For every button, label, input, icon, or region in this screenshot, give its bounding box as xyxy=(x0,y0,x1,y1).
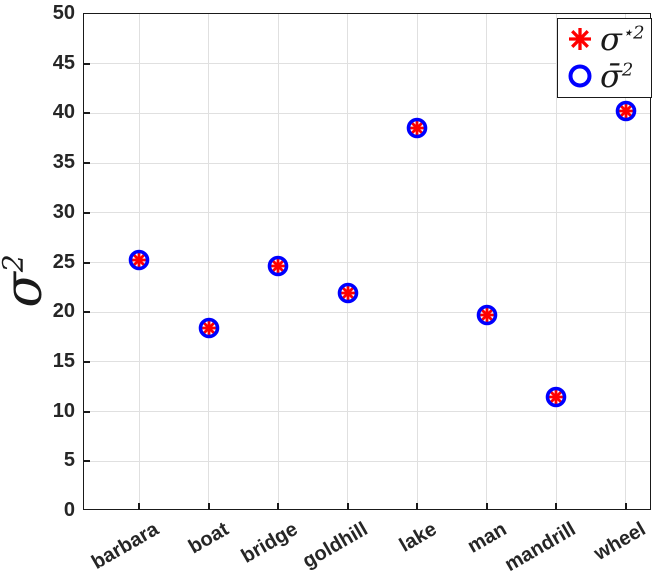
y-axis-label-superscript: 2 xyxy=(0,254,30,272)
legend-symbol: σ xyxy=(600,19,622,58)
plot-area xyxy=(83,13,651,510)
y-tick-mark-10 xyxy=(84,410,90,413)
legend-symbol: σ̄ xyxy=(600,56,622,95)
gridline-x-mandrill xyxy=(555,14,557,509)
y-tick-mark-5 xyxy=(84,460,90,463)
data-point-boat-sigma-bar-squared xyxy=(194,313,224,343)
y-tick-mark-20 xyxy=(84,311,90,314)
data-point-lake-sigma-bar-squared xyxy=(402,113,432,143)
data-point-wheel-sigma-star-squared xyxy=(611,96,641,126)
x-tick-mark-man xyxy=(485,503,488,509)
data-point-barbara-sigma-star-squared xyxy=(124,245,154,275)
x-tick-mark-wheel xyxy=(624,503,627,509)
x-tick-mark-boat xyxy=(207,503,210,509)
y-tick-mark-45 xyxy=(84,62,90,65)
data-point-mandrill-sigma-star-squared xyxy=(541,382,571,412)
gridline-x-boat xyxy=(208,14,210,509)
y-tick-mark-40 xyxy=(84,112,90,115)
x-tick-mark-goldhill xyxy=(346,503,349,509)
y-tick-label-0: 0 xyxy=(63,499,75,521)
asterisk-marker-icon xyxy=(565,24,595,54)
data-point-mandrill-sigma-bar-squared xyxy=(541,382,571,412)
legend-label-sigma-star-squared: σ⋆2 xyxy=(600,23,645,55)
gridline-y-30 xyxy=(84,212,650,214)
legend-label-sigma-bar-squared: σ̄2 xyxy=(600,60,633,92)
gridline-y-40 xyxy=(84,112,650,114)
gridline-y-25 xyxy=(84,262,650,263)
y-tick-mark-30 xyxy=(84,211,90,214)
data-point-man-sigma-star-squared xyxy=(472,300,502,330)
gridline-y-45 xyxy=(84,63,650,65)
y-tick-label-20: 20 xyxy=(52,300,75,323)
y-tick-mark-15 xyxy=(84,360,90,363)
circle-marker-icon xyxy=(565,61,595,91)
legend: σ⋆2 σ̄2 xyxy=(557,18,652,98)
gridline-x-wheel xyxy=(625,14,627,509)
gridline-y-20 xyxy=(84,311,650,313)
legend-item-sigma-star-squared: σ⋆2 xyxy=(565,21,651,57)
y-tick-label-15: 15 xyxy=(52,349,75,372)
y-tick-label-40: 40 xyxy=(52,101,75,124)
y-tick-label-30: 30 xyxy=(52,200,75,223)
y-tick-label-50: 50 xyxy=(52,2,75,24)
data-point-boat-sigma-star-squared xyxy=(194,313,224,343)
gridline-y-10 xyxy=(84,411,650,413)
x-tick-mark-barbara xyxy=(138,503,140,509)
y-tick-label-5: 5 xyxy=(63,449,75,472)
gridline-y-35 xyxy=(84,162,650,164)
data-point-bridge-sigma-star-squared xyxy=(263,251,293,281)
gridline-x-goldhill xyxy=(347,14,349,509)
x-tick-mark-bridge xyxy=(277,503,280,509)
y-tick-label-35: 35 xyxy=(52,151,75,174)
gridline-y-5 xyxy=(84,460,650,462)
data-point-barbara-sigma-bar-squared xyxy=(124,245,154,275)
gridline-x-lake xyxy=(416,14,418,509)
gridline-x-man xyxy=(486,14,488,509)
data-point-goldhill-sigma-star-squared xyxy=(333,278,363,308)
gridline-y-15 xyxy=(84,361,650,363)
y-tick-mark-35 xyxy=(84,162,90,165)
data-point-lake-sigma-star-squared xyxy=(402,113,432,143)
y-tick-label-10: 10 xyxy=(52,399,75,422)
legend-item-sigma-bar-squared: σ̄2 xyxy=(565,58,651,94)
y-tick-label-25: 25 xyxy=(52,250,75,273)
data-point-man-sigma-bar-squared xyxy=(472,300,502,330)
data-point-bridge-sigma-bar-squared xyxy=(263,251,293,281)
data-point-goldhill-sigma-bar-squared xyxy=(333,278,363,308)
x-tick-mark-lake xyxy=(416,503,419,509)
legend-superscript: ⋆2 xyxy=(621,21,645,43)
x-tick-mark-mandrill xyxy=(555,503,558,509)
y-tick-mark-25 xyxy=(84,261,90,264)
legend-superscript: 2 xyxy=(621,58,634,80)
y-tick-label-45: 45 xyxy=(52,51,75,74)
data-point-wheel-sigma-bar-squared xyxy=(611,96,641,126)
